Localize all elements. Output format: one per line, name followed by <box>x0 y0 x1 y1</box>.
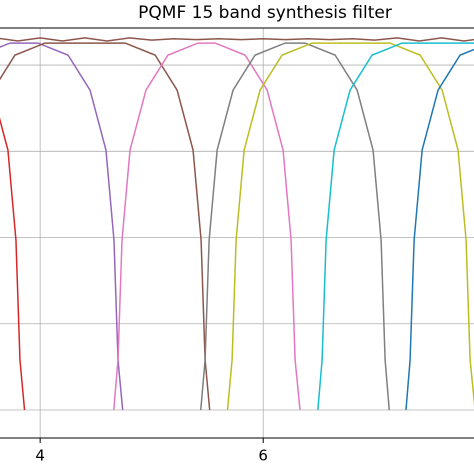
line <box>317 42 474 411</box>
x-tick-label: 6 <box>258 447 268 465</box>
line <box>226 42 474 411</box>
line <box>0 37 474 42</box>
line <box>0 42 211 411</box>
x-tick-label: 4 <box>35 447 45 465</box>
line <box>200 42 390 411</box>
plot-area <box>0 37 474 411</box>
line <box>0 42 124 411</box>
line <box>113 42 301 411</box>
line <box>0 117 26 411</box>
chart-title: PQMF 15 band synthesis filter <box>138 3 392 23</box>
line <box>405 48 474 411</box>
